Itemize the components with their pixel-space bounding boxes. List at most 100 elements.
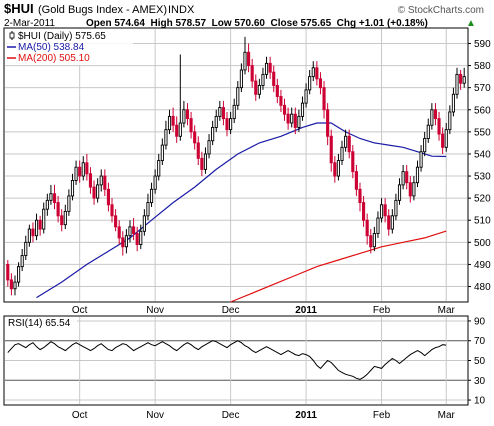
candle [236, 81, 240, 110]
rsi-panel: 10 30 50 70 90 Oct Nov Dec 2011 Feb Mar RSI(14) 6… [3, 315, 486, 421]
candle-body [437, 118, 441, 135]
candle-body [379, 204, 384, 219]
candle-body [394, 199, 398, 217]
price-y-tick-label: 570 [474, 83, 491, 94]
candle [96, 178, 100, 203]
price-y-tick-label: 500 [474, 238, 491, 249]
candle [405, 165, 409, 190]
candle [444, 123, 448, 152]
rsi-legend: RSI(14) 65.54 [5, 317, 77, 329]
candle-body [423, 138, 427, 153]
candle-body [92, 186, 96, 199]
candle-body [311, 67, 315, 78]
candle-body [110, 204, 114, 217]
candle [272, 65, 276, 93]
price-y-tick-label: 580 [474, 61, 491, 72]
rsi-gridlines [5, 317, 467, 404]
candle [293, 107, 297, 135]
rsi-line [7, 340, 447, 380]
rsi-x-tick-label: Feb [373, 410, 391, 421]
candle-body [315, 67, 319, 80]
candle [128, 220, 132, 243]
candle [117, 220, 121, 245]
candle [124, 229, 128, 254]
candle-body [38, 219, 42, 230]
candle [318, 72, 323, 95]
legend-entry: MA(200) 505.10 [18, 53, 90, 64]
candle-body [415, 166, 420, 184]
candle [114, 209, 118, 232]
candle-body [275, 84, 279, 97]
candle-body [333, 162, 337, 177]
price-y-tick-label: 480 [474, 282, 491, 293]
price-x-tick-label: Feb [373, 305, 391, 316]
candle [326, 103, 330, 146]
candle-body [441, 133, 445, 148]
candle [229, 111, 233, 135]
candle [336, 153, 340, 181]
candle-body [264, 62, 269, 75]
candle [153, 169, 157, 194]
candle-body [329, 135, 333, 164]
candle-body [444, 129, 448, 148]
candle [247, 43, 251, 73]
candle-body [383, 204, 387, 217]
candle-body [318, 78, 323, 89]
candle-body [74, 166, 78, 181]
candle [358, 182, 362, 212]
candle [462, 67, 466, 88]
candle-body [369, 235, 373, 248]
candle-body [268, 62, 272, 73]
candle-body [405, 171, 409, 184]
candle [218, 100, 222, 121]
candle-body [236, 87, 240, 106]
candle [286, 107, 290, 130]
candle-body [142, 215, 146, 232]
candle [196, 136, 200, 165]
ma200-series [230, 230, 447, 303]
candle [221, 100, 225, 126]
candlestick-series [6, 36, 466, 296]
candle-body [85, 162, 89, 175]
candle [254, 74, 258, 101]
candle-body [239, 69, 243, 89]
candle-body [203, 153, 208, 170]
candle [459, 69, 463, 90]
candle [149, 182, 154, 207]
price-y-axis: 480 490 500 510 520 530 540 550 560 570 580 590 [468, 39, 491, 293]
candle-body [451, 93, 455, 113]
candle-body [78, 166, 82, 177]
candle-body [63, 210, 67, 226]
candle [423, 131, 427, 157]
candle-body [225, 118, 229, 131]
candle-body [376, 217, 380, 234]
legend-background [5, 317, 77, 328]
price-x-tick-label: Oct [72, 305, 88, 316]
candle [211, 120, 215, 146]
candle [52, 184, 57, 210]
candle [455, 67, 459, 99]
candle [42, 202, 46, 234]
ma200-line [230, 230, 447, 303]
candle [441, 127, 445, 154]
candle-body [365, 219, 369, 237]
candle [433, 103, 438, 126]
candle [304, 83, 308, 108]
candle [437, 111, 441, 141]
candle [372, 226, 376, 252]
candle [415, 160, 420, 188]
candle-body [372, 233, 376, 248]
candle-body [103, 175, 107, 190]
candle-body [243, 51, 247, 71]
price-y-tick-label: 560 [474, 105, 491, 116]
candle [340, 140, 344, 165]
price-x-tick-label: 2011 [295, 305, 317, 316]
candle [45, 193, 49, 216]
candle-body [362, 202, 366, 221]
candle [60, 209, 64, 232]
candle-body [31, 228, 35, 237]
candle-body [56, 202, 60, 217]
candle [49, 184, 53, 205]
